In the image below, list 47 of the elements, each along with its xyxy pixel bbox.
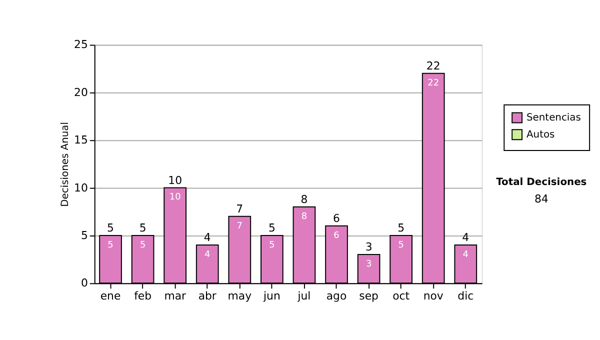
total-label: 3 [365,240,372,254]
data-label: 6 [334,230,340,241]
data-label: 5 [269,240,275,250]
total-label: 10 [168,174,182,187]
x-tick-label: abr [198,290,217,303]
y-axis-title: Decisiones Anual [60,122,72,207]
data-label: 10 [169,192,182,203]
total-label: 5 [268,221,276,234]
y-tick-label: 0 [80,276,88,290]
data-label: 5 [108,240,114,250]
x-tick-label: oct [392,290,410,303]
y-tick-label: 20 [74,86,88,99]
legend-label: Autos [526,130,555,141]
data-label: 8 [301,212,308,222]
x-tick-label: feb [134,290,152,303]
y-tick-label: 10 [74,181,88,194]
data-label: 22 [428,78,440,88]
x-tick-label: jul [296,290,311,303]
legend-label: Sentencias [526,112,581,124]
total-label: 6 [333,212,340,225]
total-label: 7 [236,202,244,216]
data-label: 7 [236,221,242,232]
x-tick-label: jun [262,290,280,303]
text: 84 [534,192,548,206]
x-tick-label: ago [326,290,347,303]
y-tick-label: 5 [80,228,88,242]
x-tick-label: may [228,290,252,303]
total-label: 5 [139,221,146,234]
x-tick-label: ene [100,290,121,303]
total-label: 5 [398,221,405,234]
y-tick-label: 15 [74,134,88,147]
x-tick-label: nov [423,290,444,303]
data-label: 4 [462,250,469,260]
data-label: 3 [366,259,372,270]
total-label: 22 [426,59,440,72]
total-label: 8 [300,192,308,206]
total-label: 4 [204,231,211,244]
total-label: 5 [107,221,114,234]
total-label: 4 [462,231,470,244]
data-label: 4 [204,250,211,260]
x-tick-label: dic [458,290,474,303]
data-label: 5 [140,240,146,250]
y-tick-label: 25 [74,38,88,52]
data-label: 5 [398,240,404,250]
x-tick-label: mar [164,290,186,303]
x-tick-label: sep [359,290,379,303]
text: Total Decisiones [496,176,587,188]
